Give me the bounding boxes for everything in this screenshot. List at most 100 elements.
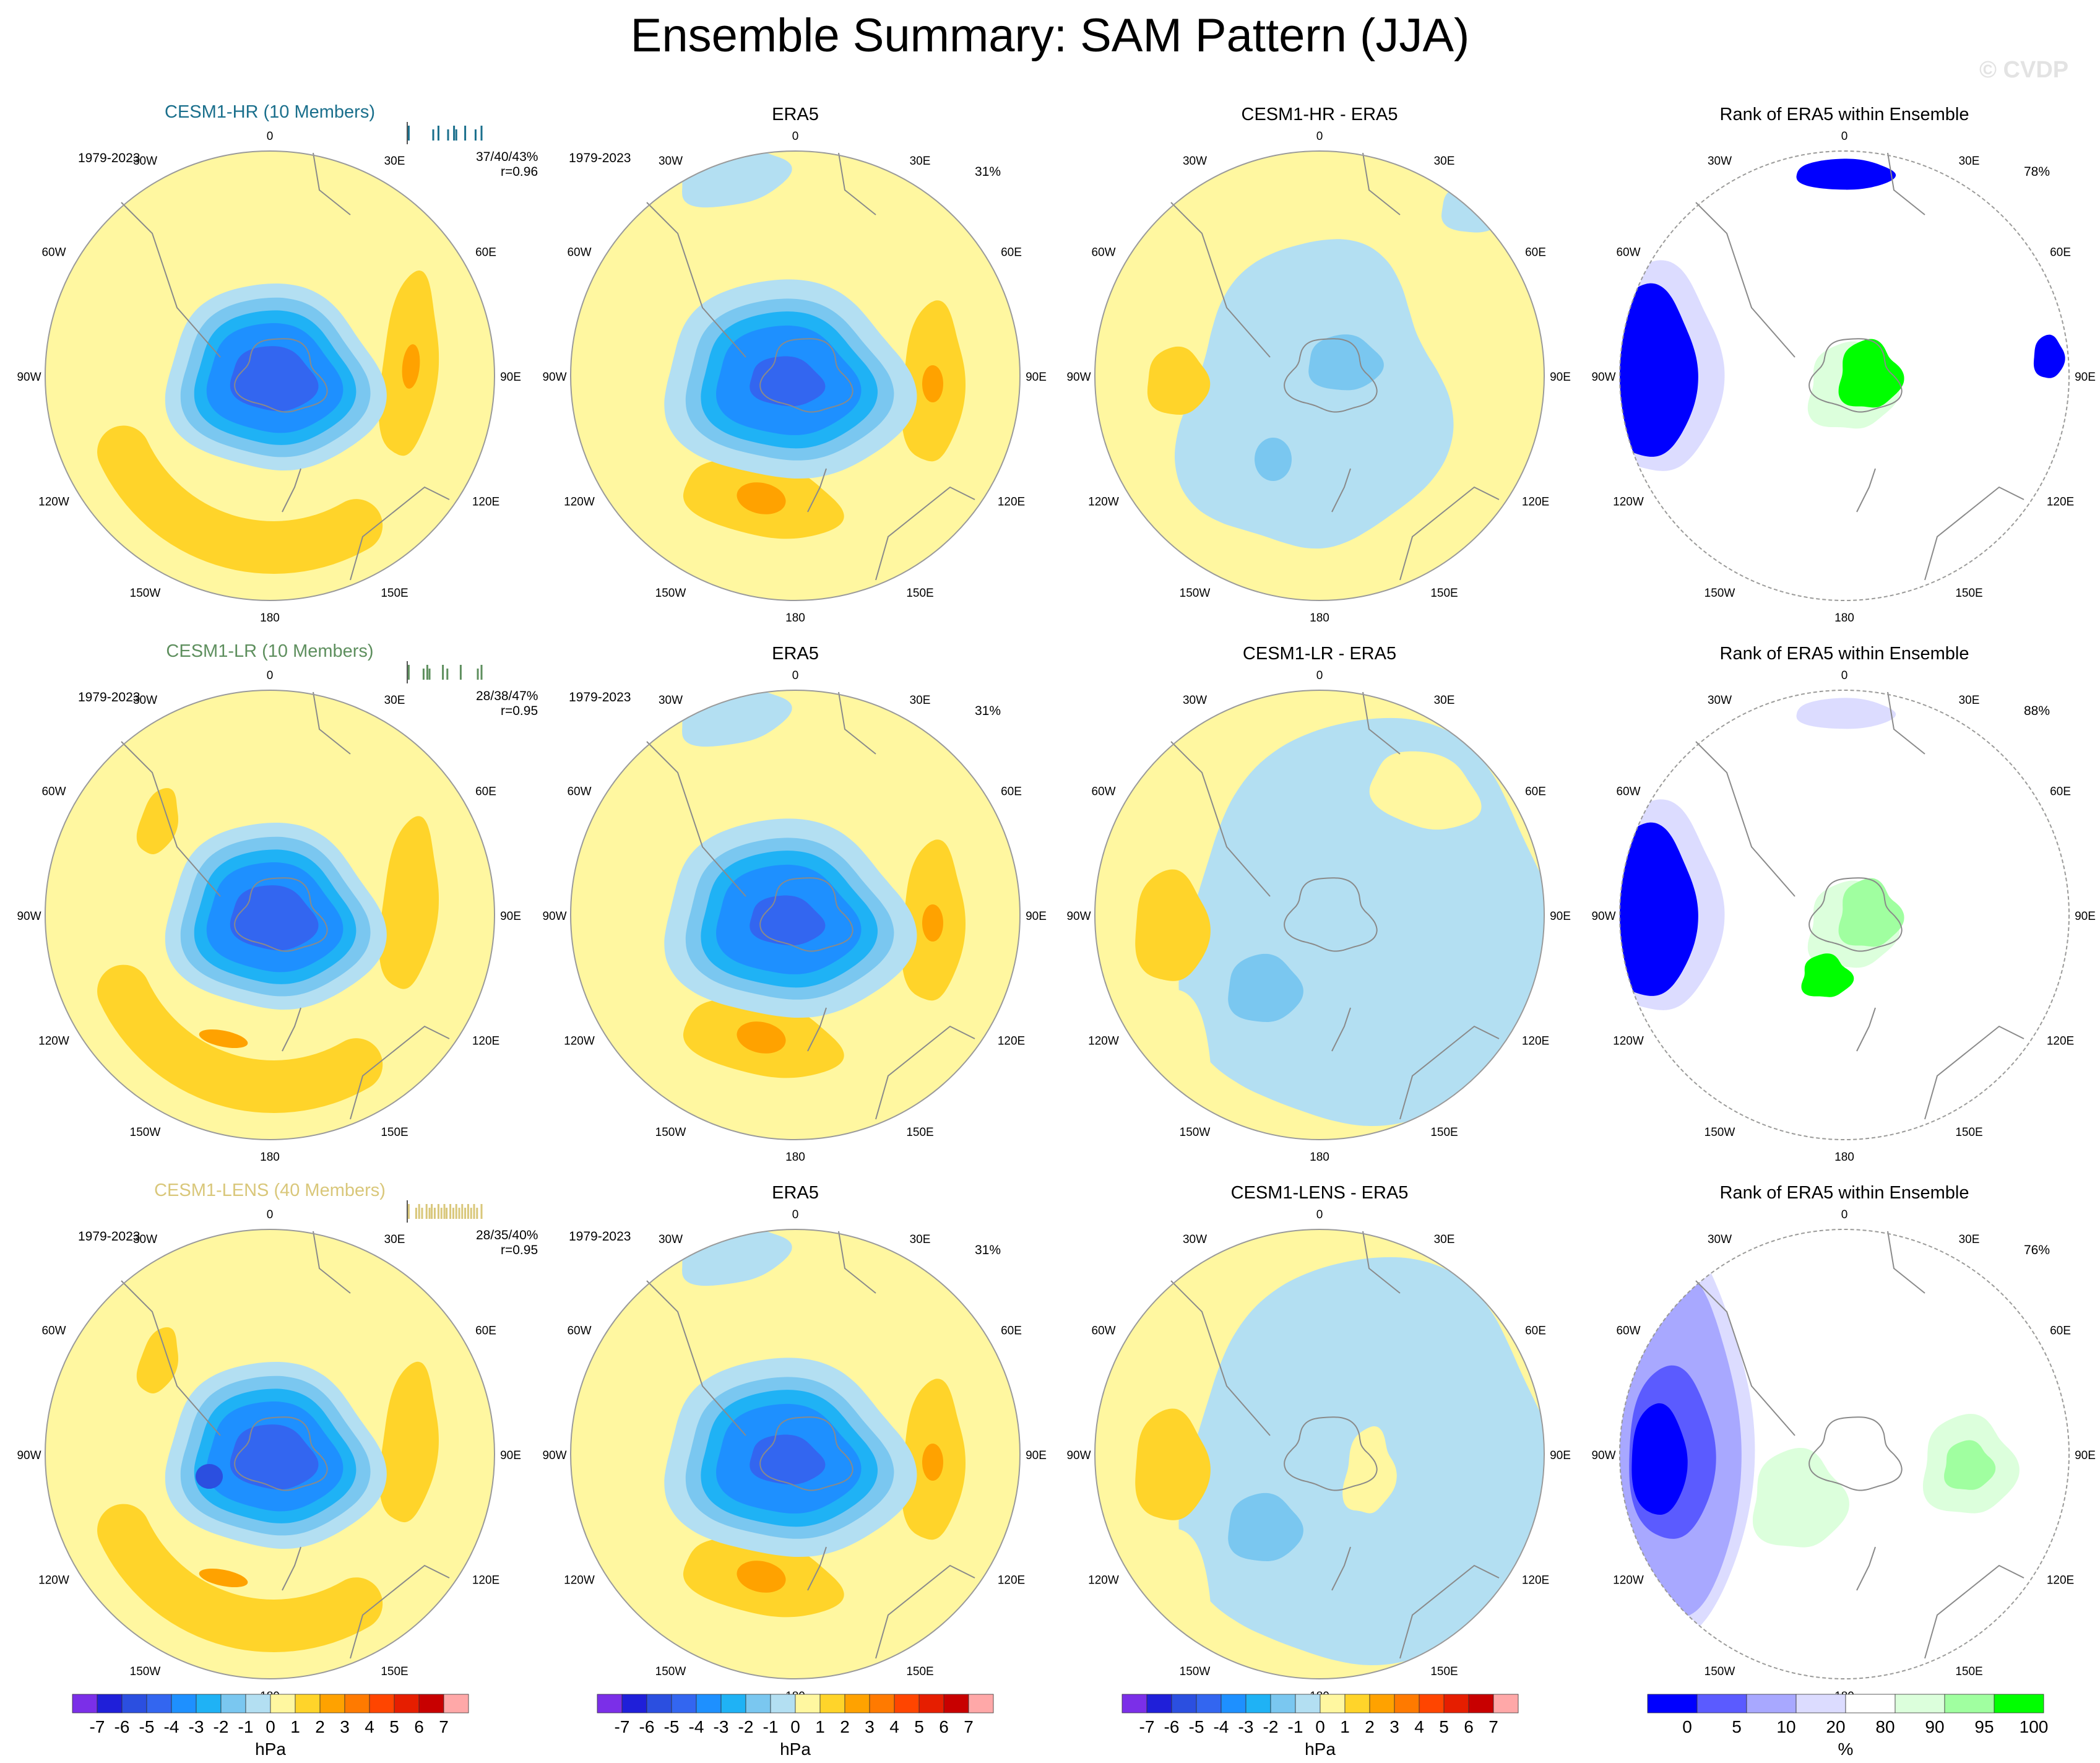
colorbar-swatch: [1493, 1694, 1519, 1713]
map-fields: [97, 271, 439, 574]
cvdp-watermark: © CVDP: [1979, 57, 2069, 83]
longitude-label: 90E: [500, 371, 521, 384]
colorbar-tick-label: 3: [865, 1717, 875, 1736]
longitude-label: 150W: [1705, 1126, 1735, 1139]
south-america-coast: [121, 1280, 221, 1436]
longitude-label: 30E: [1959, 155, 1980, 168]
colorbar-swatch: [1944, 1694, 1995, 1713]
difference-title: CESM1-LR - ERA5: [1243, 644, 1396, 664]
longitude-label: 90W: [17, 1449, 41, 1462]
era5-title: ERA5: [772, 105, 819, 124]
south-america-coast: [1695, 741, 1795, 897]
longitude-label: 150W: [130, 1126, 161, 1139]
colorbar-swatch: [344, 1694, 370, 1713]
longitude-label: 120E: [1522, 1574, 1549, 1587]
colorbar-swatch: [745, 1694, 771, 1713]
colorbar-tick-label: -1: [238, 1717, 254, 1736]
era5-percent: 31%: [975, 1243, 1001, 1257]
map-boundary: [1619, 1229, 2070, 1679]
map-boundary: [1094, 150, 1545, 601]
model-panel: 030E60E90E120E150E180150W120W90W60W30WCE…: [17, 1180, 538, 1703]
africa-coast: [313, 1231, 351, 1294]
longitude-label: 90W: [542, 1449, 566, 1462]
colorbar-swatch: [1295, 1694, 1321, 1713]
colorbar-tick-label: -1: [763, 1717, 779, 1736]
colorbar-tick-label: 0: [1315, 1717, 1325, 1736]
longitude-label: 120E: [472, 496, 499, 509]
colorbar-unit: hPa: [1305, 1739, 1336, 1759]
longitude-label: 30W: [1708, 694, 1732, 707]
longitude-label: 90E: [1026, 910, 1047, 923]
longitude-label: 120W: [1088, 496, 1119, 509]
africa-coast: [313, 691, 351, 755]
colorbar-tick-label: -6: [639, 1717, 655, 1736]
longitude-label: 60W: [1616, 1325, 1640, 1338]
longitude-label: 150E: [381, 587, 408, 600]
south-america-coast: [121, 202, 221, 358]
colorbar-tick-label: -6: [1164, 1717, 1180, 1736]
rank-title: Rank of ERA5 within Ensemble: [1720, 1183, 1969, 1203]
negative-difference-core: [1308, 334, 1384, 391]
longitude-label: 30W: [1183, 155, 1207, 168]
model-title: CESM1-LR (10 Members): [166, 641, 373, 661]
colorbar-tick-label: -2: [738, 1717, 754, 1736]
longitude-label: 90E: [1550, 1449, 1571, 1462]
africa-coast: [838, 691, 876, 755]
rank-region: [2033, 334, 2065, 378]
colorbar-tick-label: -7: [1139, 1717, 1155, 1736]
south-america-coast: [1170, 202, 1271, 358]
south-america-coast: [1170, 741, 1271, 897]
positive-anomaly-core: [922, 904, 943, 942]
period-label: 1979-2023: [78, 151, 140, 165]
map-boundary: [45, 1229, 495, 1679]
colorbar-tick-label: -3: [1238, 1717, 1254, 1736]
rank-region: [1838, 339, 1904, 408]
stats-correlation: r=0.96: [501, 165, 538, 179]
longitude-label: 120W: [564, 1035, 595, 1048]
stats-correlation: r=0.95: [501, 704, 538, 718]
new-zealand-coast: [807, 468, 827, 513]
longitude-label: 120E: [2047, 1035, 2074, 1048]
colorbar-tick-label: -7: [90, 1717, 105, 1736]
colorbar-tick-label: 80: [1875, 1717, 1895, 1736]
longitude-label: 150W: [130, 1665, 161, 1678]
longitude-label: 60W: [1616, 786, 1640, 799]
positive-difference-north: [1369, 751, 1482, 830]
new-zealand-coast: [1856, 1007, 1876, 1052]
longitude-label: 30W: [659, 155, 683, 168]
africa-coast: [1362, 691, 1401, 755]
longitude-label: 60W: [1091, 246, 1115, 259]
rank-region: [1944, 1440, 1996, 1490]
longitude-label: 120E: [2047, 496, 2074, 509]
negative-anomaly-core: [196, 1464, 223, 1489]
antarctica-coast: [234, 338, 328, 413]
rank-percent: 88%: [2024, 704, 2050, 718]
longitude-label: 180: [1310, 1151, 1329, 1164]
longitude-label: 90E: [2075, 371, 2096, 384]
colorbar-tick-label: 1: [1340, 1717, 1350, 1736]
colorbar-tick-label: 10: [1776, 1717, 1795, 1736]
colorbar-swatch: [171, 1694, 197, 1713]
australia-coast: [1924, 486, 2024, 581]
longitude-label: 90W: [1591, 910, 1615, 923]
map-boundary: [1094, 1229, 1545, 1679]
difference-title: CESM1-LENS - ERA5: [1231, 1183, 1409, 1203]
positive-anomaly-core: [737, 1561, 786, 1593]
longitude-label: 60W: [567, 1325, 591, 1338]
colorbar-swatch: [795, 1694, 821, 1713]
longitude-label: 60W: [1091, 1325, 1115, 1338]
colorbar-swatch: [121, 1694, 147, 1713]
colorbar-tick-label: 4: [889, 1717, 899, 1736]
colorbar-tick-label: -5: [1189, 1717, 1204, 1736]
rank-region: [1752, 1447, 1849, 1548]
longitude-label: 120W: [1613, 1035, 1644, 1048]
longitude-label: 60W: [567, 786, 591, 799]
longitude-label: 150W: [1180, 1665, 1211, 1678]
longitude-label: 120E: [1522, 1035, 1549, 1048]
longitude-label: 30W: [1183, 1233, 1207, 1246]
positive-anomaly-east: [379, 816, 439, 989]
colorbar-tick-label: -4: [1214, 1717, 1229, 1736]
hpa-colorbar: -7 -6 -5 -4 -3 -2 -1 0 1 2 3 4 5 6 7 hPa: [597, 1694, 994, 1759]
colorbar-tick-label: 2: [315, 1717, 325, 1736]
colorbar-tick-label: -5: [664, 1717, 680, 1736]
